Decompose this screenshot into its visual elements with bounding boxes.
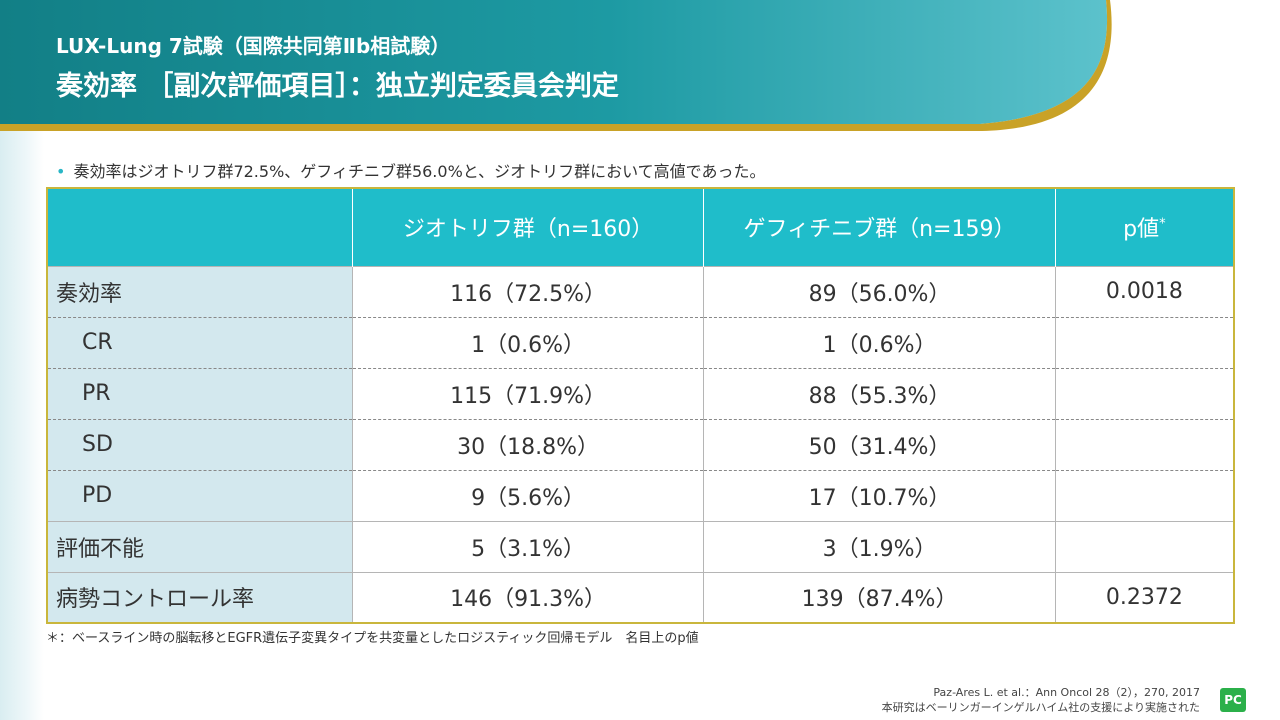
header-blank: [47, 188, 353, 266]
giotrif-value: 115（71.9%）: [352, 367, 705, 419]
summary-bullet: • 奏効率はジオトリフ群72.5%、ゲフィチニブ群56.0%と、ジオトリフ群におい…: [56, 158, 766, 182]
pvalue-cell: [1055, 520, 1234, 572]
gefitinib-value: 88（55.3%）: [703, 367, 1056, 419]
row-label: CR: [47, 316, 353, 368]
pc-logo-icon: PC: [1220, 688, 1246, 712]
header-banner: [0, 0, 1112, 131]
gefitinib-value: 89（56.0%）: [703, 265, 1056, 317]
summary-text: 奏効率はジオトリフ群72.5%、ゲフィチニブ群56.0%と、ジオトリフ群において…: [73, 162, 766, 181]
table-header-row: ジオトリフ群（n=160） ゲフィチニブ群（n=159） p値*: [47, 188, 1234, 266]
pvalue-cell: [1055, 367, 1234, 419]
slide-title-main: 奏効率 ［副次評価項目］：独立判定委員会判定: [56, 71, 619, 102]
footnote: ＊：ベースライン時の脳転移とEGFR遺伝子変異タイプを共変量としたロジスティック…: [46, 631, 699, 646]
pvalue-cell: [1055, 316, 1234, 368]
table-row: 病勢コントロール率 146（91.3%） 139（87.4%） 0.2372: [47, 571, 1234, 623]
gefitinib-value: 17（10.7%）: [703, 469, 1056, 521]
row-label: PD: [47, 469, 353, 521]
pvalue-cell: 0.2372: [1055, 571, 1234, 623]
pvalue-cell: [1055, 469, 1234, 521]
gefitinib-value: 1（0.6%）: [703, 316, 1056, 368]
gefitinib-value: 50（31.4%）: [703, 418, 1056, 470]
row-label: 奏効率: [47, 265, 353, 317]
pvalue-asterisk: *: [1159, 216, 1166, 232]
pvalue-cell: [1055, 418, 1234, 470]
giotrif-value: 116（72.5%）: [352, 265, 705, 317]
table-row: PD 9（5.6%） 17（10.7%）: [47, 469, 1234, 521]
pvalue-cell: 0.0018: [1055, 265, 1234, 317]
row-label: PR: [47, 367, 353, 419]
table-row: 奏効率 116（72.5%） 89（56.0%） 0.0018: [47, 265, 1234, 317]
gefitinib-value: 3（1.9%）: [703, 520, 1056, 572]
row-label: 病勢コントロール率: [47, 571, 353, 623]
table-row: PR 115（71.9%） 88（55.3%）: [47, 367, 1234, 419]
header-gefitinib: ゲフィチニブ群（n=159）: [703, 188, 1056, 266]
row-label: SD: [47, 418, 353, 470]
response-rate-table: ジオトリフ群（n=160） ゲフィチニブ群（n=159） p値* 奏効率 116…: [46, 187, 1235, 624]
table-row: CR 1（0.6%） 1（0.6%）: [47, 316, 1234, 368]
header-giotrif: ジオトリフ群（n=160）: [352, 188, 705, 266]
citation-support-note: 本研究はベーリンガーインゲルハイム社の支援により実施された: [881, 701, 1200, 714]
giotrif-value: 30（18.8%）: [352, 418, 705, 470]
giotrif-value: 1（0.6%）: [352, 316, 705, 368]
row-label: 評価不能: [47, 520, 353, 572]
pvalue-label: p値: [1123, 217, 1160, 243]
bullet-icon: •: [56, 162, 66, 181]
table-row: SD 30（18.8%） 50（31.4%）: [47, 418, 1234, 470]
gefitinib-value: 139（87.4%）: [703, 571, 1056, 623]
header-pvalue: p値*: [1055, 188, 1234, 266]
slide-title-study: LUX-Lung 7試験（国際共同第Ⅱb相試験）: [56, 34, 451, 58]
giotrif-value: 5（3.1%）: [352, 520, 705, 572]
table-row: 評価不能 5（3.1%） 3（1.9%）: [47, 520, 1234, 572]
giotrif-value: 146（91.3%）: [352, 571, 705, 623]
citation: Paz-Ares L. et al.：Ann Oncol 28（2），270, …: [882, 685, 1200, 715]
giotrif-value: 9（5.6%）: [352, 469, 705, 521]
citation-reference: Paz-Ares L. et al.：Ann Oncol 28（2），270, …: [933, 686, 1200, 699]
